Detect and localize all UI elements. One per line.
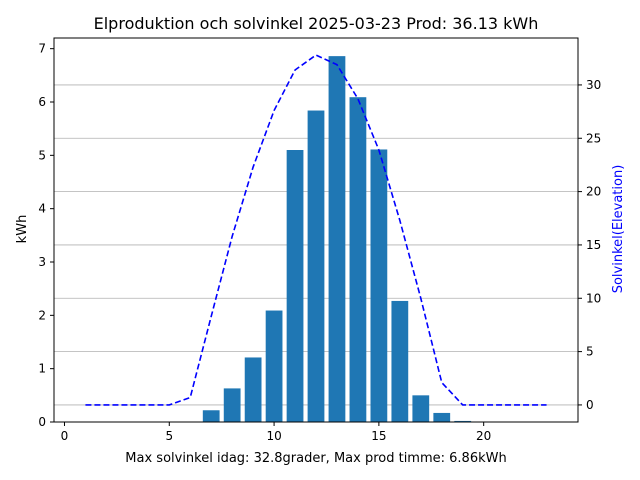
chart-title: Elproduktion och solvinkel 2025-03-23 Pr… — [94, 14, 539, 33]
y-axis-ticks: 0 1 2 3 4 5 6 7 — [38, 42, 54, 429]
bar — [412, 395, 430, 422]
bar — [391, 300, 409, 422]
y2-tick-label: 10 — [586, 291, 601, 305]
bar — [370, 149, 388, 422]
y2-tick-label: 0 — [586, 398, 594, 412]
y2-tick-label: 30 — [586, 78, 601, 92]
bars — [202, 56, 472, 423]
plot-frame — [53, 37, 579, 423]
elevation-line — [85, 54, 547, 406]
y2-tick-label: 15 — [586, 238, 601, 252]
y-tick-label: 0 — [38, 415, 46, 429]
bar — [223, 388, 241, 422]
y-axis-label: kWh — [15, 215, 30, 244]
x-axis-ticks: 0 5 10 15 20 — [61, 422, 491, 443]
x-tick-label: 20 — [476, 429, 491, 443]
y2-tick-label: 25 — [586, 131, 601, 145]
bar — [265, 310, 283, 422]
bar — [349, 97, 367, 422]
bar — [328, 56, 346, 423]
x-tick-label: 15 — [371, 429, 386, 443]
y2-tick-label: 20 — [586, 185, 601, 199]
y-tick-label: 1 — [38, 362, 46, 376]
y-tick-label: 2 — [38, 308, 46, 322]
bar — [244, 357, 262, 422]
y-tick-label: 7 — [38, 42, 46, 56]
bar — [433, 412, 451, 422]
x-tick-label: 10 — [266, 429, 281, 443]
y2-tick-label: 5 — [586, 345, 594, 359]
x-axis-label: Max solvinkel idag: 32.8grader, Max prod… — [125, 451, 506, 466]
bar — [454, 420, 472, 422]
bar — [286, 150, 304, 422]
x-tick-label: 5 — [165, 429, 173, 443]
y-tick-label: 4 — [38, 202, 46, 216]
y-tick-label: 6 — [38, 95, 46, 109]
y-tick-label: 5 — [38, 148, 46, 162]
y2-axis-ticks: 0 5 10 15 20 25 30 — [578, 78, 601, 412]
y2-axis-label: Solvinkel(Elevation) — [611, 165, 626, 294]
x-tick-label: 0 — [61, 429, 69, 443]
bar — [307, 110, 325, 423]
y-tick-label: 3 — [38, 255, 46, 269]
bar — [202, 410, 220, 422]
elevation-line-layer — [85, 54, 547, 406]
